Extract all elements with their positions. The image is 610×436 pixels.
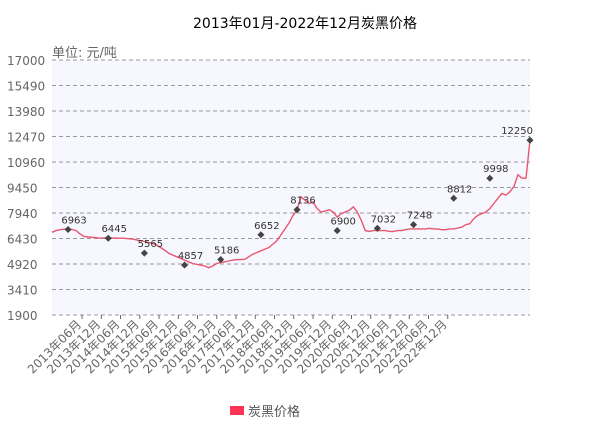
data-point <box>140 249 148 257</box>
legend: 炭黑价格 <box>230 401 300 420</box>
data-point <box>293 206 301 214</box>
data-label: 6445 <box>102 224 127 235</box>
y-axis-label: 单位: 元/吨 <box>52 46 117 61</box>
y-axis: 1900 3410 4920 6430 7940 9450 10960 12470 13980 1… <box>7 54 45 323</box>
x-axis: 2013年06月2013年12月2014年06月2014年12月2015年06月… <box>25 315 450 376</box>
data-point <box>64 225 72 234</box>
y-tick-label: 9450 <box>7 182 38 196</box>
data-point <box>333 227 341 235</box>
data-point <box>217 255 225 264</box>
data-label: 6900 <box>330 217 355 228</box>
y-tick-label: 10960 <box>7 156 45 170</box>
legend-swatch <box>230 406 244 415</box>
data-label: 8812 <box>447 184 472 195</box>
y-tick-label: 7940 <box>7 207 38 221</box>
y-tick-label: 4920 <box>7 258 38 272</box>
data-label: 8136 <box>290 196 315 207</box>
series-markers: 6963 6445 5565 4857 5186 6652 8136 6900 7032 7248… <box>61 126 534 269</box>
data-label: 6652 <box>254 221 279 232</box>
data-point <box>450 194 458 202</box>
series-line <box>51 140 531 269</box>
data-label: 5565 <box>138 239 163 250</box>
data-point <box>486 174 494 182</box>
data-label: 9998 <box>483 164 508 175</box>
y-tick-label: 12470 <box>7 131 45 145</box>
data-point <box>257 231 265 239</box>
data-point <box>526 136 534 144</box>
data-label: 7248 <box>407 211 432 222</box>
grid-lines <box>52 59 530 316</box>
legend-label: 炭黑价格 <box>248 405 301 420</box>
data-label: 4857 <box>178 251 203 262</box>
y-tick-label: 1900 <box>7 309 38 323</box>
data-point <box>409 221 418 229</box>
data-label: 5186 <box>214 246 239 257</box>
y-tick-label: 15490 <box>7 80 45 94</box>
data-label: 12250 <box>501 126 533 137</box>
y-tick-label: 6430 <box>7 233 38 247</box>
data-point <box>104 234 112 242</box>
y-tick-label: 3410 <box>7 284 38 298</box>
data-point <box>373 224 381 232</box>
data-label: 7032 <box>371 214 396 225</box>
y-tick-label: 13980 <box>7 105 45 119</box>
data-point <box>181 261 189 269</box>
data-label: 6963 <box>61 215 86 226</box>
y-tick-label: 17000 <box>7 54 45 68</box>
chart-title: 2013年01月-2022年12月炭黑价格 <box>193 16 417 32</box>
